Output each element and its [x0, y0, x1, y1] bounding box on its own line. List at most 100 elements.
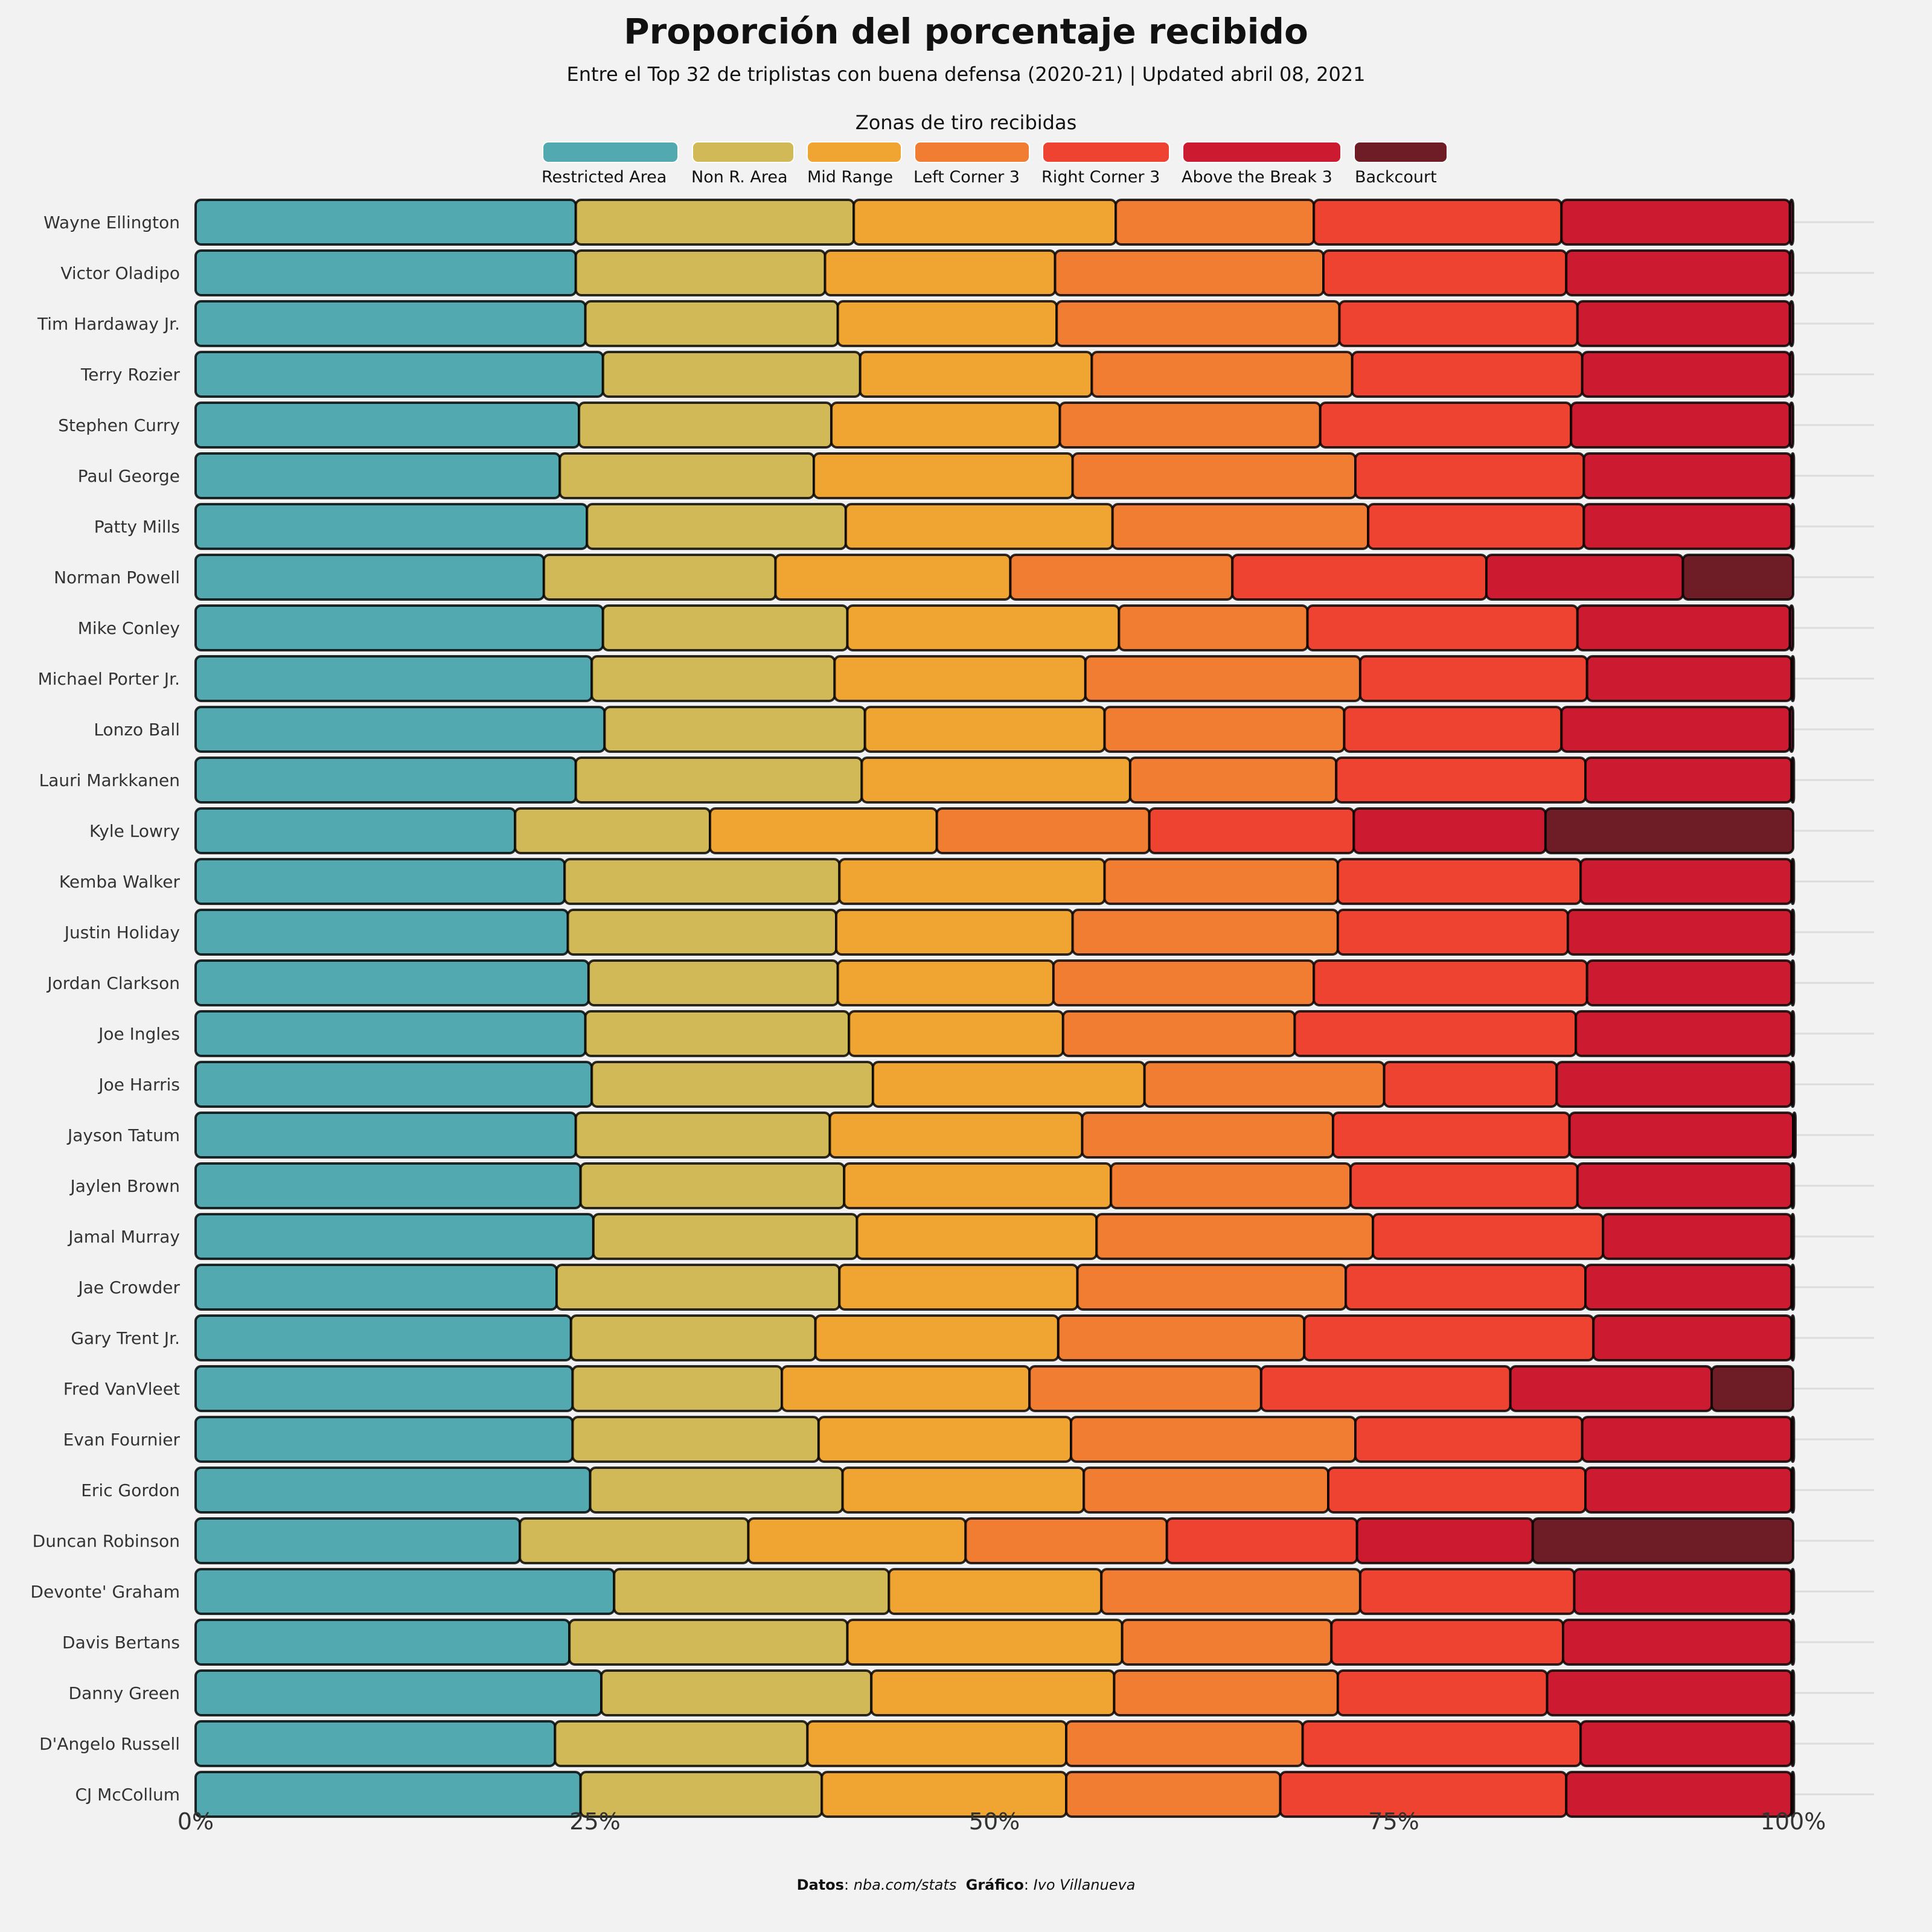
- bar-segment-evan-fournier-right-corner-3: [1354, 1416, 1584, 1463]
- bar-segment-joe-harris-right-corner-3: [1383, 1061, 1558, 1108]
- bar-segment-justin-holiday-left-corner-3: [1071, 909, 1339, 956]
- bar-segment-paul-george-left-corner-3: [1071, 452, 1357, 499]
- bar-segment-joe-ingles-right-corner-3: [1293, 1010, 1578, 1057]
- bar-segment-eric-gordon-restricted-area: [194, 1467, 592, 1514]
- bar-segment-jordan-clarkson-right-corner-3: [1313, 959, 1588, 1006]
- y-tick-label-jae-crowder: Jae Crowder: [77, 1278, 180, 1297]
- y-tick-label-kyle-lowry: Kyle Lowry: [89, 821, 180, 841]
- bar-segment-jamal-murray-backcourt: [1790, 1213, 1796, 1260]
- bar-segment-davis-bertans-right-corner-3: [1330, 1619, 1564, 1666]
- bar-segment-joe-harris-mid-range: [871, 1061, 1146, 1108]
- bar-segment-kemba-walker-left-corner-3: [1103, 858, 1339, 905]
- bar-segment-stephen-curry-left-corner-3: [1058, 401, 1322, 449]
- bar-segment-jaylen-brown-mid-range: [843, 1162, 1113, 1209]
- bar-segment-mike-conley-above-the-break-3: [1576, 604, 1791, 651]
- bar-segment-norman-powell-non-r-area: [542, 554, 777, 601]
- x-tick-label: 75%: [1368, 1808, 1419, 1835]
- bar-segment-joe-harris-restricted-area: [194, 1061, 593, 1108]
- bar-segment-justin-holiday-backcourt: [1790, 909, 1796, 956]
- bar-segment-kyle-lowry-above-the-break-3: [1352, 807, 1547, 854]
- bar-segment-norman-powell-right-corner-3: [1231, 554, 1488, 601]
- bar-segment-jordan-clarkson-mid-range: [836, 959, 1055, 1006]
- bar-segment-lauri-markkanen-left-corner-3: [1128, 756, 1338, 804]
- bar-segment-d-angelo-russell-right-corner-3: [1301, 1720, 1582, 1767]
- bar-segment-mike-conley-backcourt: [1788, 604, 1795, 651]
- y-tick-label-devonte-graham: Devonte' Graham: [30, 1582, 180, 1602]
- y-tick-label-evan-fournier: Evan Fournier: [63, 1430, 181, 1450]
- bar-segment-tim-hardaway-jr-backcourt: [1788, 300, 1795, 347]
- bar-segment-patty-mills-left-corner-3: [1111, 503, 1370, 550]
- chart-caption: Datos: nba.com/stats Gráfico: Ivo Villan…: [796, 1876, 1136, 1893]
- bar-segment-jae-crowder-left-corner-3: [1076, 1264, 1348, 1311]
- bar-segment-jae-crowder-mid-range: [838, 1264, 1079, 1311]
- y-tick-label-jamal-murray: Jamal Murray: [67, 1227, 180, 1247]
- legend-key-left-corner-3: [914, 141, 1030, 163]
- bar-segment-jordan-clarkson-above-the-break-3: [1585, 959, 1793, 1006]
- y-tick-label-justin-holiday: Justin Holiday: [63, 923, 180, 942]
- bar-segment-joe-harris-above-the-break-3: [1555, 1061, 1793, 1108]
- bar-segment-d-angelo-russell-left-corner-3: [1065, 1720, 1304, 1767]
- bar-segment-justin-holiday-restricted-area: [194, 909, 569, 956]
- caption-grafico-label: Gráfico: [965, 1876, 1024, 1893]
- bar-segment-jaylen-brown-right-corner-3: [1349, 1162, 1579, 1209]
- bar-segment-paul-george-restricted-area: [194, 452, 561, 499]
- bar-segment-jayson-tatum-mid-range: [828, 1112, 1084, 1159]
- bar-segment-terry-rozier-restricted-area: [194, 351, 604, 398]
- bar-segment-paul-george-right-corner-3: [1354, 452, 1585, 499]
- y-tick-label-terry-rozier: Terry Rozier: [80, 365, 181, 385]
- bar-segment-victor-oladipo-right-corner-3: [1322, 249, 1568, 296]
- bar-segment-mike-conley-left-corner-3: [1118, 604, 1309, 651]
- bar-segment-victor-oladipo-mid-range: [824, 249, 1057, 296]
- bar-segment-duncan-robinson-non-r-area: [519, 1517, 750, 1564]
- bar-segment-mike-conley-right-corner-3: [1306, 604, 1579, 651]
- bar-segment-lauri-markkanen-non-r-area: [574, 756, 863, 804]
- legend-title: Zonas de tiro recibidas: [855, 111, 1077, 134]
- bar-segment-mike-conley-restricted-area: [194, 604, 604, 651]
- bar-segment-tim-hardaway-jr-right-corner-3: [1338, 300, 1579, 347]
- bar-segment-fred-vanvleet-backcourt: [1710, 1365, 1794, 1412]
- bar-segment-victor-oladipo-left-corner-3: [1054, 249, 1325, 296]
- y-tick-label-jayson-tatum: Jayson Tatum: [66, 1125, 180, 1145]
- bar-segment-cj-mccollum-backcourt: [1790, 1771, 1796, 1818]
- bar-segment-michael-porter-jr-left-corner-3: [1084, 655, 1361, 702]
- bar-segment-norman-powell-above-the-break-3: [1485, 554, 1684, 601]
- bar-segment-tim-hardaway-jr-left-corner-3: [1055, 300, 1341, 347]
- bar-segment-joe-ingles-backcourt: [1790, 1010, 1796, 1057]
- bar-segment-cj-mccollum-mid-range: [820, 1771, 1068, 1818]
- bar-segment-evan-fournier-left-corner-3: [1070, 1416, 1357, 1463]
- caption-datos-value: nba.com/stats: [853, 1876, 957, 1893]
- bar-segment-jaylen-brown-above-the-break-3: [1576, 1162, 1793, 1209]
- bar-segment-lonzo-ball-non-r-area: [603, 706, 866, 753]
- bar-segment-norman-powell-restricted-area: [194, 554, 545, 601]
- bar-segment-jae-crowder-backcourt: [1790, 1264, 1796, 1311]
- bar-segment-gary-trent-jr-right-corner-3: [1303, 1314, 1595, 1361]
- bar-segment-duncan-robinson-mid-range: [747, 1517, 967, 1564]
- y-tick-label-michael-porter-jr: Michael Porter Jr.: [38, 669, 180, 689]
- bar-segment-jaylen-brown-non-r-area: [579, 1162, 846, 1209]
- legend-label-non-r-area: Non R. Area: [691, 168, 788, 187]
- bar-segment-jayson-tatum-above-the-break-3: [1568, 1112, 1795, 1159]
- x-tick-label: 0%: [178, 1808, 214, 1835]
- y-tick-label-duncan-robinson: Duncan Robinson: [33, 1531, 180, 1551]
- bar-segment-kyle-lowry-left-corner-3: [935, 807, 1151, 854]
- bar-segment-joe-harris-backcourt: [1790, 1061, 1796, 1108]
- bar-segment-lonzo-ball-mid-range: [863, 706, 1106, 753]
- bar-segment-tim-hardaway-jr-mid-range: [836, 300, 1058, 347]
- bar-segment-jaylen-brown-restricted-area: [194, 1162, 582, 1209]
- caption-grafico-value: Ivo Villanueva: [1033, 1876, 1136, 1893]
- y-tick-label-norman-powell: Norman Powell: [54, 568, 180, 587]
- bar-segment-fred-vanvleet-mid-range: [781, 1365, 1031, 1412]
- bar-segment-fred-vanvleet-right-corner-3: [1259, 1365, 1512, 1412]
- bar-segment-jamal-murray-mid-range: [856, 1213, 1098, 1260]
- bar-segment-mike-conley-non-r-area: [601, 604, 849, 651]
- bar-segment-jae-crowder-restricted-area: [194, 1264, 558, 1311]
- bar-segment-terry-rozier-right-corner-3: [1351, 351, 1584, 398]
- bar-segment-jayson-tatum-non-r-area: [574, 1112, 831, 1159]
- bar-segment-stephen-curry-above-the-break-3: [1570, 401, 1791, 449]
- bar-segment-kemba-walker-above-the-break-3: [1579, 858, 1793, 905]
- bar-segment-cj-mccollum-right-corner-3: [1279, 1771, 1568, 1818]
- legend-label-left-corner-3: Left Corner 3: [913, 168, 1020, 187]
- bar-segment-terry-rozier-left-corner-3: [1090, 351, 1354, 398]
- bar-segment-michael-porter-jr-backcourt: [1790, 655, 1796, 702]
